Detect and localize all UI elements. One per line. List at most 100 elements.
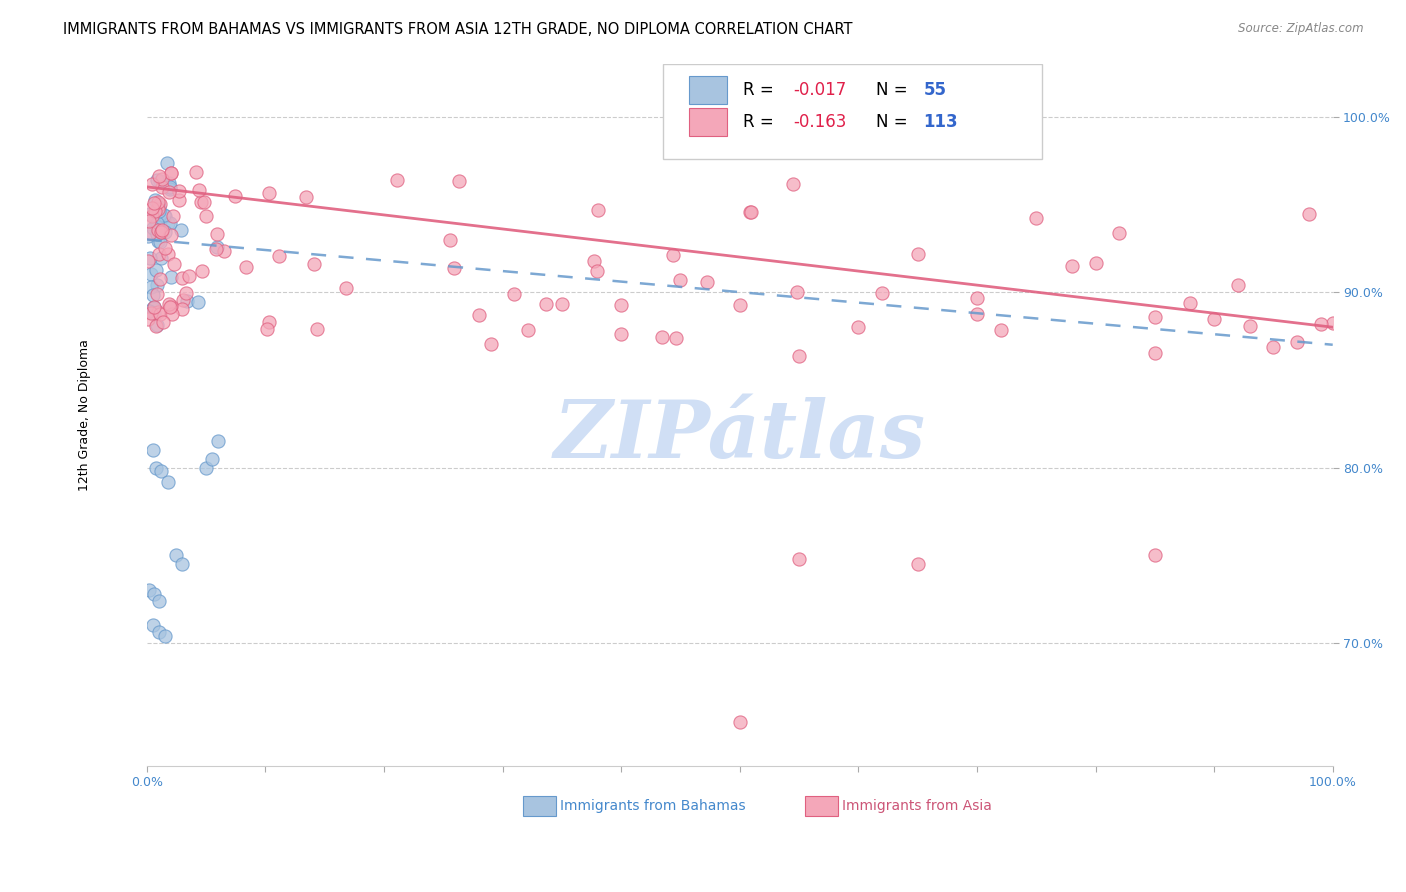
Point	[443, 260, 465, 275]
Point	[148, 625, 170, 640]
Point	[142, 618, 165, 632]
Point	[149, 196, 172, 211]
Text: R =: R =	[744, 81, 779, 99]
Point	[257, 186, 280, 200]
Point	[169, 222, 191, 236]
Point	[146, 216, 169, 230]
Point	[149, 307, 172, 321]
Point	[212, 244, 235, 258]
Point	[136, 312, 159, 326]
Point	[582, 254, 605, 268]
Point	[152, 208, 174, 222]
Point	[169, 193, 191, 207]
Point	[696, 275, 718, 289]
Point	[728, 298, 751, 312]
Text: IMMIGRANTS FROM BAHAMAS VS IMMIGRANTS FROM ASIA 12TH GRADE, NO DIPLOMA CORRELATI: IMMIGRANTS FROM BAHAMAS VS IMMIGRANTS FR…	[63, 22, 853, 37]
Point	[157, 297, 180, 311]
Point	[665, 330, 688, 344]
Point	[141, 268, 163, 282]
Point	[139, 251, 162, 265]
Point	[468, 308, 491, 322]
Point	[1143, 346, 1166, 360]
Point	[159, 300, 181, 314]
Point	[740, 204, 762, 219]
Point	[153, 209, 176, 223]
FancyBboxPatch shape	[523, 796, 555, 815]
FancyBboxPatch shape	[662, 64, 1042, 159]
Point	[669, 273, 692, 287]
Point	[145, 218, 167, 232]
Point	[146, 286, 169, 301]
Text: R =: R =	[744, 113, 779, 131]
Point	[136, 229, 159, 244]
Point	[148, 204, 170, 219]
Point	[148, 234, 170, 248]
Point	[516, 322, 538, 336]
Point	[159, 269, 181, 284]
Point	[142, 442, 165, 457]
Point	[138, 583, 160, 598]
FancyBboxPatch shape	[806, 796, 838, 815]
Point	[479, 336, 502, 351]
Point	[295, 190, 318, 204]
Text: -0.163: -0.163	[793, 113, 846, 131]
Point	[159, 166, 181, 180]
Point	[157, 475, 180, 489]
Text: Immigrants from Bahamas: Immigrants from Bahamas	[560, 799, 745, 813]
Point	[1239, 319, 1261, 334]
Point	[150, 180, 173, 194]
Point	[141, 201, 163, 215]
Point	[146, 202, 169, 216]
Point	[149, 235, 172, 249]
Point	[907, 247, 929, 261]
Point	[166, 549, 188, 563]
Point	[1309, 317, 1331, 331]
Point	[162, 210, 184, 224]
Point	[145, 278, 167, 293]
Text: -0.017: -0.017	[793, 81, 846, 99]
Point	[142, 288, 165, 302]
Point	[157, 216, 180, 230]
Point	[139, 226, 162, 240]
Point	[148, 247, 170, 261]
Point	[966, 307, 988, 321]
Point	[257, 315, 280, 329]
Point	[335, 281, 357, 295]
Point	[159, 216, 181, 230]
Point	[142, 301, 165, 315]
Point	[141, 279, 163, 293]
Point	[302, 257, 325, 271]
Point	[1143, 310, 1166, 324]
Point	[179, 269, 201, 284]
Point	[141, 177, 163, 191]
Point	[1060, 259, 1083, 273]
Point	[143, 300, 166, 314]
Point	[439, 233, 461, 247]
Point	[174, 285, 197, 300]
Point	[256, 322, 278, 336]
Text: ZIPátlas: ZIPátlas	[554, 397, 925, 475]
Point	[162, 307, 184, 321]
Point	[586, 264, 609, 278]
Point	[1025, 211, 1047, 225]
Point	[150, 251, 173, 265]
Point	[153, 629, 176, 643]
Point	[142, 221, 165, 235]
Point	[139, 306, 162, 320]
Point	[159, 182, 181, 196]
Point	[172, 557, 194, 571]
Point	[1322, 316, 1344, 330]
Text: N =: N =	[876, 81, 912, 99]
Point	[157, 247, 180, 261]
Point	[143, 193, 166, 207]
FancyBboxPatch shape	[689, 76, 727, 104]
Point	[150, 464, 173, 478]
Point	[159, 166, 181, 180]
Point	[224, 188, 246, 202]
FancyBboxPatch shape	[689, 108, 727, 136]
Point	[143, 204, 166, 219]
Point	[586, 203, 609, 218]
Point	[146, 219, 169, 234]
Point	[139, 207, 162, 221]
Point	[201, 451, 224, 466]
